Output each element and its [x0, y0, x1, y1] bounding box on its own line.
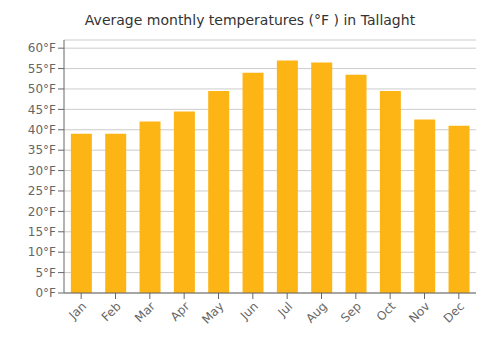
svg-text:5°F: 5°F: [35, 266, 56, 280]
svg-text:Sep: Sep: [338, 299, 364, 325]
svg-text:15°F: 15°F: [28, 225, 56, 239]
svg-text:Nov: Nov: [406, 299, 432, 325]
svg-text:35°F: 35°F: [28, 143, 56, 157]
svg-text:Aug: Aug: [303, 299, 329, 325]
svg-text:45°F: 45°F: [28, 103, 56, 117]
svg-text:Oct: Oct: [374, 299, 399, 324]
svg-text:0°F: 0°F: [35, 286, 56, 300]
svg-text:Jun: Jun: [237, 299, 261, 323]
svg-text:Jul: Jul: [274, 299, 295, 320]
svg-text:25°F: 25°F: [28, 184, 56, 198]
svg-text:20°F: 20°F: [28, 205, 56, 219]
svg-text:May: May: [199, 299, 226, 326]
svg-text:Feb: Feb: [99, 299, 124, 324]
svg-text:55°F: 55°F: [28, 62, 56, 76]
svg-text:10°F: 10°F: [28, 245, 56, 259]
html-text:Average monthly temperatures (: Average monthly temperatures (°F ) in Ta…: [84, 12, 416, 28]
svg-text:40°F: 40°F: [28, 123, 56, 137]
svg-text:Apr: Apr: [168, 299, 193, 324]
svg-text:Mar: Mar: [132, 299, 158, 325]
svg-text:30°F: 30°F: [28, 164, 56, 178]
svg-text:60°F: 60°F: [28, 41, 56, 55]
svg-text:50°F: 50°F: [28, 82, 56, 96]
svg-text:Jan: Jan: [66, 299, 90, 323]
svg-text:Dec: Dec: [441, 299, 467, 325]
